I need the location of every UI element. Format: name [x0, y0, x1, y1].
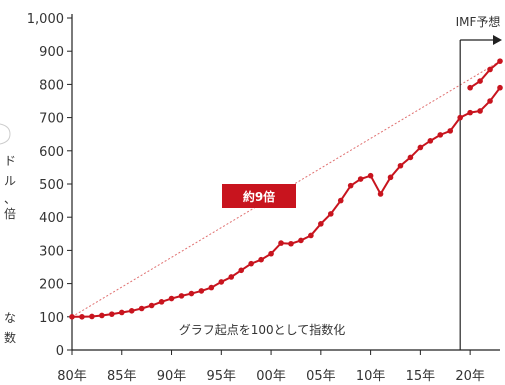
left-fragment-bracket — [0, 123, 11, 145]
forecast-marker: IMF予想 — [456, 14, 502, 350]
data-point — [447, 128, 454, 134]
data-point — [487, 66, 493, 73]
data-point — [377, 191, 384, 197]
data-point — [158, 299, 165, 305]
data-point — [138, 305, 145, 312]
x-tick-label: 95年 — [207, 369, 237, 384]
data-point — [118, 309, 125, 316]
data-point — [477, 108, 483, 114]
forecast-label: IMF予想 — [456, 14, 501, 29]
x-axis-ticks: 80年 85年 90年 95年 00年 05年 10年 15年 20年 — [57, 350, 485, 384]
x-tick-label: 20年 — [455, 369, 485, 384]
data-point — [467, 84, 473, 91]
left-fragment-text: 倍 — [4, 206, 16, 221]
y-axis-ticks: 0 100 200 300 400 500 600 700 800 900 1,000 — [27, 12, 72, 359]
x-tick-label: 90年 — [157, 369, 187, 384]
x-tick-label: 05年 — [306, 369, 336, 384]
data-point — [268, 250, 274, 257]
data-point — [427, 138, 434, 144]
data-point — [387, 174, 394, 181]
y-tick-label: 0 — [56, 344, 64, 359]
y-tick-label: 800 — [39, 78, 64, 93]
data-point — [168, 295, 175, 302]
y-tick-label: 100 — [39, 311, 64, 326]
forecast-arrow-head — [493, 35, 502, 45]
data-point — [367, 172, 374, 179]
data-point — [258, 256, 264, 263]
x-tick-label: 80年 — [57, 369, 87, 384]
left-fragment-text: な — [4, 311, 16, 325]
data-point — [89, 313, 95, 320]
data-point — [218, 279, 225, 285]
data-point — [178, 293, 185, 299]
ratio-badge-box — [222, 184, 296, 208]
y-tick-label: 600 — [39, 145, 64, 160]
left-fragment-text: 、 — [4, 192, 16, 206]
data-point — [397, 162, 404, 169]
data-point — [308, 232, 314, 239]
data-point — [318, 221, 324, 227]
data-point — [357, 176, 364, 182]
data-point — [99, 312, 105, 319]
data-point — [407, 154, 414, 161]
data-point — [79, 314, 85, 320]
data-point — [198, 288, 205, 294]
data-point — [109, 311, 115, 317]
index-note: グラフ起点を100として指数化 — [179, 322, 346, 337]
data-point — [497, 84, 503, 91]
data-point — [228, 274, 235, 280]
data-point — [288, 240, 294, 247]
data-point — [248, 260, 254, 267]
data-point — [208, 284, 215, 291]
y-tick-label: 900 — [39, 45, 64, 60]
x-tick-label: 10年 — [356, 369, 386, 384]
data-point — [417, 144, 424, 151]
data-point — [347, 182, 354, 189]
x-tick-label: 00年 — [256, 369, 286, 384]
y-tick-label: 1,000 — [27, 12, 64, 27]
data-point — [437, 132, 444, 138]
data-point — [337, 197, 344, 204]
left-fragment-text: ド — [4, 154, 16, 168]
left-fragment-text: ル — [4, 174, 16, 188]
y-tick-label: 400 — [39, 211, 64, 226]
left-edge-fragments: ドル、倍な数 — [0, 123, 16, 345]
data-point — [477, 78, 483, 84]
data-point — [148, 302, 155, 309]
data-point — [278, 240, 284, 246]
data-point — [327, 211, 334, 217]
data-point — [69, 314, 75, 320]
x-tick-label: 85年 — [107, 369, 137, 384]
data-point — [298, 237, 304, 244]
data-point — [467, 109, 473, 116]
ratio-badge-label: 約9倍 — [243, 189, 275, 204]
data-point — [238, 267, 245, 274]
data-point — [487, 98, 493, 104]
data-point — [128, 308, 135, 314]
data-point — [457, 114, 463, 121]
x-tick-label: 15年 — [406, 369, 436, 384]
ratio-badge: 約9倍 — [222, 184, 296, 208]
y-tick-label: 200 — [39, 278, 64, 293]
series-line-1 — [469, 60, 501, 89]
axes — [71, 14, 500, 351]
series-group — [69, 58, 503, 320]
y-tick-label: 300 — [39, 244, 64, 259]
y-tick-label: 700 — [39, 112, 64, 127]
y-tick-label: 500 — [39, 178, 64, 193]
data-point — [188, 290, 195, 297]
left-fragment-text: 数 — [4, 330, 16, 345]
data-point — [497, 58, 503, 64]
